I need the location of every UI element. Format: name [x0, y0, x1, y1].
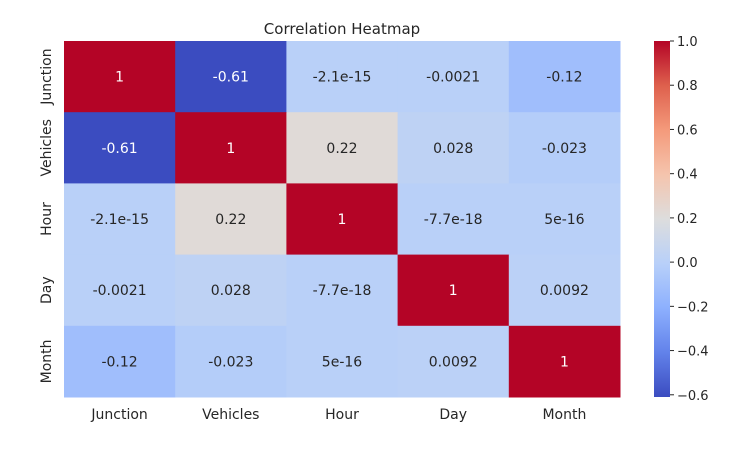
cell-value-label: 0.028 — [433, 141, 473, 157]
colorbar-tick-labels: 1.0 0.8 0.6 0.4 0.2 0.0 −0.2 −0.4 −0.6 — [670, 35, 709, 404]
colorbar-tick-label: 0.8 — [677, 79, 698, 94]
heatmap-cell — [175, 325, 287, 398]
x-tick-label: Month — [542, 407, 586, 423]
cell-value-label: 0.22 — [215, 212, 246, 228]
cell-value-label: 0.028 — [211, 283, 251, 299]
y-tick-label: Hour — [39, 202, 55, 236]
cell-value-label: -7.7e-18 — [424, 212, 483, 228]
y-tick-label: Vehicles — [39, 119, 55, 176]
cell-value-label: -0.023 — [542, 141, 587, 157]
colorbar-tick-label: 0.0 — [677, 256, 698, 271]
heatmap-cells: 1 -0.61 -2.1e-15 -0.0021 -0.12 -0.61 1 0.22 0.02… — [64, 41, 621, 398]
y-tick-label: Month — [39, 339, 55, 383]
heatmap-cell — [508, 183, 621, 256]
y-axis-tick-labels: Junction Vehicles Hour Day Month — [39, 48, 55, 383]
colorbar-tick-label: 0.6 — [677, 123, 698, 138]
heatmap-cell — [175, 254, 287, 327]
cell-value-label: 1 — [115, 70, 124, 86]
heatmap-cell — [397, 183, 510, 256]
cell-value-label: 0.0092 — [540, 283, 589, 299]
cell-value-label: -0.12 — [546, 70, 582, 86]
cell-value-label: 0.0092 — [429, 354, 478, 370]
heatmap-cell — [64, 254, 176, 327]
colorbar-tick-label: 0.2 — [677, 212, 698, 227]
cell-value-label: 1 — [449, 283, 458, 299]
heatmap-cell — [286, 112, 399, 184]
cell-value-label: 5e-16 — [544, 212, 584, 228]
heatmap-cell — [286, 325, 399, 398]
heatmap-cell — [397, 254, 510, 327]
heatmap-cell — [508, 325, 621, 398]
heatmap-cell — [508, 112, 621, 184]
x-axis-tick-labels: Junction Vehicles Hour Day Month — [90, 407, 586, 423]
cell-value-label: -2.1e-15 — [313, 70, 372, 86]
heatmap-cell — [508, 41, 621, 113]
heatmap-cell — [64, 41, 176, 113]
heatmap-cell — [64, 183, 176, 256]
x-tick-label: Day — [439, 407, 467, 423]
x-tick-label: Vehicles — [202, 407, 259, 423]
colorbar — [654, 41, 670, 397]
cell-value-label: -2.1e-15 — [90, 212, 149, 228]
colorbar-tick-label: 0.4 — [677, 168, 698, 183]
cell-value-label: -0.61 — [101, 141, 137, 157]
heatmap-cell — [397, 41, 510, 113]
heatmap-cell — [397, 325, 510, 398]
cell-value-label: -0.0021 — [93, 283, 147, 299]
heatmap-cell — [508, 254, 621, 327]
cell-value-label: -0.0021 — [426, 70, 480, 86]
heatmap-cell — [397, 112, 510, 184]
heatmap-cell — [175, 183, 287, 256]
heatmap-cell — [175, 112, 287, 184]
cell-value-label: 1 — [338, 212, 347, 228]
x-tick-label: Junction — [90, 407, 147, 423]
cell-value-label: -0.61 — [213, 70, 249, 86]
y-tick-label: Day — [39, 276, 55, 304]
y-tick-label: Junction — [39, 48, 55, 105]
cell-value-label: 1 — [226, 141, 235, 157]
colorbar-tick-label: −0.6 — [677, 389, 709, 404]
heatmap-cell — [175, 41, 287, 113]
cell-value-label: 1 — [560, 354, 569, 370]
x-tick-label: Hour — [325, 407, 359, 423]
heatmap-cell — [64, 112, 176, 184]
heatmap-cell — [286, 183, 399, 256]
heatmap-cell — [286, 254, 399, 327]
cell-value-label: -0.023 — [208, 354, 253, 370]
cell-value-label: 5e-16 — [322, 354, 362, 370]
cell-value-label: -7.7e-18 — [313, 283, 372, 299]
cell-value-label: -0.12 — [101, 354, 137, 370]
heatmap-cell — [64, 325, 176, 398]
cell-value-label: 0.22 — [326, 141, 357, 157]
heatmap-cell — [286, 41, 399, 113]
chart-title: Correlation Heatmap — [264, 20, 420, 38]
colorbar-tick-label: 1.0 — [677, 35, 698, 50]
colorbar-tick-label: −0.2 — [677, 300, 709, 315]
colorbar-tick-label: −0.4 — [677, 345, 709, 360]
